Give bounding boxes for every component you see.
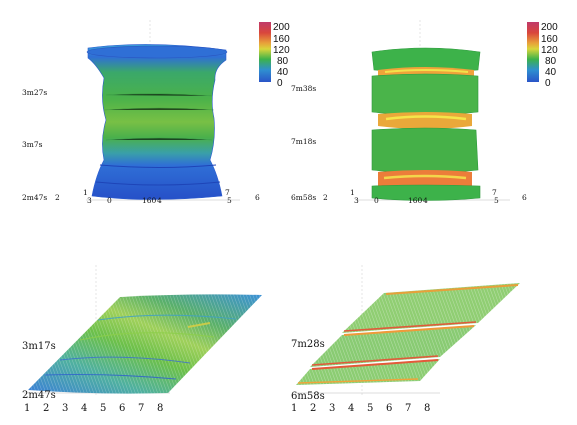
colorbar-tick: 120 (273, 45, 290, 56)
colorbar-tick: 40 (545, 67, 557, 78)
colorbar-tick: 0 (277, 78, 283, 89)
x-tick: 7 (405, 403, 412, 414)
axis-tick: 3 (354, 196, 359, 205)
surface-bottom-left (24, 265, 262, 395)
x-tick: 5 (100, 403, 107, 414)
x-tick: 6 (386, 403, 393, 414)
x-tick: 4 (81, 403, 88, 414)
panel-bottom-right: 7m28s 6m58s 1 2 3 4 5 6 7 8 (0, 215, 577, 425)
time-label: 3m17s (22, 341, 56, 352)
panel-bottom-left: 3m17s 2m47s 1 2 3 4 5 6 7 8 (0, 215, 290, 425)
axis-tick: 1 (83, 188, 88, 197)
colorbar-tick: 80 (545, 56, 557, 67)
time-label: 6m58s (291, 391, 325, 402)
colorbar-tick: 200 (273, 22, 290, 33)
surface-top-left (86, 20, 240, 201)
axis-tick: 5 (494, 196, 499, 205)
x-tick: 2 (310, 403, 317, 414)
colorbar-tick: 160 (541, 34, 558, 45)
colorbar-tick: 80 (277, 56, 289, 67)
colorbar (259, 22, 271, 82)
axis-tick: 5 (227, 196, 232, 205)
colorbar-tick: 0 (545, 78, 551, 89)
axis-tick: 2 (323, 193, 328, 202)
axis-tick: 0 (107, 196, 112, 205)
axis-tick: 7 (492, 188, 497, 197)
time-label: 6m58s (291, 193, 317, 202)
x-tick: 2 (43, 403, 50, 414)
x-tick: 8 (424, 403, 431, 414)
x-tick: 3 (62, 403, 69, 414)
axis-tick: 0 (374, 196, 379, 205)
x-tick: 4 (348, 403, 355, 414)
time-label: 2m47s (22, 193, 48, 202)
x-tick: 7 (138, 403, 145, 414)
axis-tick: 2 (55, 193, 60, 202)
axis-tick: 3 (87, 196, 92, 205)
colorbar (527, 22, 539, 82)
panel-top-left: 3m27s 3m7s 2m47s 2 1 3 0 160 4 7 5 6 200… (0, 0, 290, 215)
x-tick: 1 (24, 403, 31, 414)
axis-tick: 1 (350, 188, 355, 197)
time-label: 2m47s (22, 390, 56, 401)
time-label: 7m28s (291, 339, 325, 350)
axis-tick: 160 (408, 196, 423, 205)
axis-tick: 6 (522, 193, 527, 202)
axis-tick: 160 (142, 196, 157, 205)
x-tick: 6 (119, 403, 126, 414)
colorbar-tick: 160 (273, 34, 290, 45)
x-tick: 3 (329, 403, 336, 414)
panel-top-right: 7m38s 7m18s 6m58s 2 1 3 0 160 4 7 5 6 20… (291, 20, 558, 205)
time-label: 3m27s (22, 88, 48, 97)
colorbar-tick: 40 (277, 67, 289, 78)
surface-bottom-right (292, 265, 520, 395)
axis-tick: 4 (423, 196, 428, 205)
time-label: 7m38s (291, 84, 317, 93)
surface-top-right (355, 20, 510, 201)
axis-tick: 4 (157, 196, 162, 205)
axis-tick: 6 (255, 193, 260, 202)
colorbar-tick: 120 (541, 45, 558, 56)
time-label: 3m7s (22, 140, 43, 149)
colorbar-tick: 200 (541, 22, 558, 33)
x-tick: 1 (291, 403, 298, 414)
time-label: 7m18s (291, 137, 317, 146)
x-tick: 8 (157, 403, 164, 414)
x-tick: 5 (367, 403, 374, 414)
axis-tick: 7 (225, 188, 230, 197)
